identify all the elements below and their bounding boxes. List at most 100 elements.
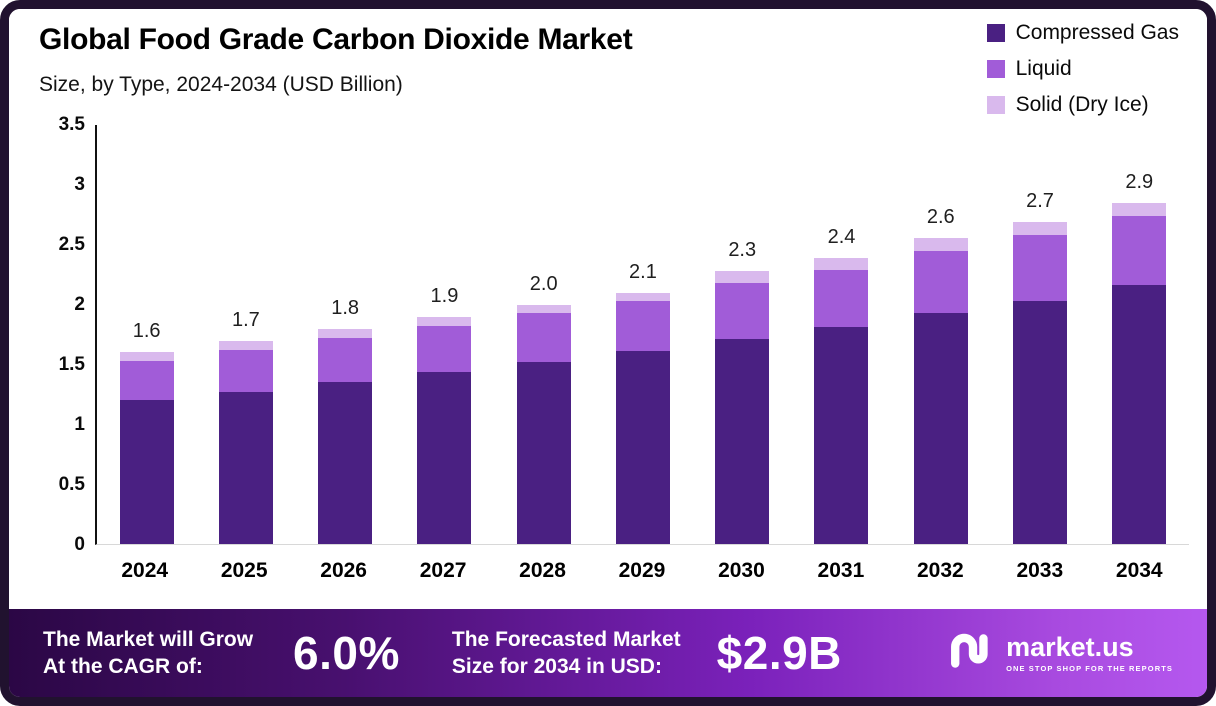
bar-segment-2031-solid-dry-ice [814,257,869,270]
chart-subtitle: Size, by Type, 2024-2034 (USD Billion) [39,73,403,96]
x-axis-label-2025: 2025 [220,559,268,582]
bar-segment-2030-liquid [715,283,770,340]
x-axis-label-2033: 2033 [1016,559,1064,582]
legend-item: Liquid [986,57,1179,81]
bar-segment-2027-liquid [417,326,472,372]
bar-total-label: 1.8 [331,296,360,319]
bar-segment-2025-liquid [218,350,273,392]
forecast-label: The Forecasted Market Size for 2034 in U… [452,626,681,681]
bar-segment-2024-compressed-gas [119,400,174,544]
bar-group-2027: 1.9 [395,125,494,544]
bar-segment-2024-solid-dry-ice [119,352,174,361]
bar-total-label: 2.4 [827,225,856,248]
bar-segment-2034-liquid [1112,216,1167,286]
bar-stack [516,304,571,544]
bar-segment-2030-solid-dry-ice [715,271,770,284]
bar-group-2034: 2.9 [1090,125,1189,544]
bar-segment-2031-liquid [814,269,869,328]
y-tick-label: 1 [74,414,85,435]
legend-swatch [986,24,1005,42]
forecast-label-line1: The Forecasted Market [451,627,681,651]
bar-segment-2033-solid-dry-ice [1013,222,1068,236]
forecast-label-line2: Size for 2034 in USD: [451,655,662,678]
bar-total-label: 2.0 [529,272,558,295]
bar-stack [119,352,174,544]
x-axis-label-2027: 2027 [419,559,467,582]
bar-segment-2028-solid-dry-ice [516,304,571,313]
bar-total-label: 2.1 [629,260,657,283]
bar-group-2025: 1.7 [196,125,295,544]
bar-segment-2026-liquid [318,338,373,383]
y-tick-label: 2.5 [58,234,85,255]
bar-segment-2027-solid-dry-ice [417,316,472,327]
page-title: Global Food Grade Carbon Dioxide Market [39,23,633,56]
cagr-label-line2: At the CAGR of: [43,655,203,678]
bar-group-2026: 1.8 [296,125,395,544]
x-axis-label-2028: 2028 [519,559,566,582]
bar-segment-2026-solid-dry-ice [318,328,373,339]
bar-stack [1013,222,1068,544]
bar-group-2030: 2.3 [693,125,792,544]
bar-segment-2031-compressed-gas [814,327,869,544]
bar-segment-2024-liquid [119,360,174,401]
bar-segment-2029-solid-dry-ice [615,292,670,301]
bar-stack [218,340,273,544]
y-tick-label: 3 [74,174,85,195]
bar-total-label: 1.6 [132,320,161,343]
bar-stack [1112,202,1167,544]
bar-segment-2025-solid-dry-ice [218,340,273,351]
chart-legend: Compressed Gas Liquid Solid (Dry Ice) [986,21,1179,117]
x-axis-label-2029: 2029 [618,559,666,582]
legend-item: Compressed Gas [986,21,1179,45]
x-axis-label-2030: 2030 [718,559,765,582]
bar-segment-2029-compressed-gas [615,351,670,544]
bar-segment-2029-liquid [615,301,670,352]
bar-stack [814,257,869,544]
bar-segment-2028-liquid [516,312,571,363]
bar-total-label: 1.7 [231,308,260,331]
bar-total-label: 2.9 [1125,170,1154,193]
forecast-value: $2.9B [716,627,842,679]
y-tick-label: 0.5 [58,474,85,495]
bar-stack [715,271,770,544]
chart-section: Global Food Grade Carbon Dioxide Market … [9,9,1207,609]
bottom-banner: The Market will Grow At the CAGR of: 6.0… [9,609,1207,697]
x-axis-label-2034: 2034 [1115,559,1163,582]
bar-total-label: 2.7 [1026,190,1054,212]
bar-segment-2033-liquid [1013,235,1068,301]
plot-area: 1.6 1.7 1.8 1.9 2.0 2.1 2.3 2.4 2.6 2.7 2.9 [95,125,1189,545]
y-tick-label: 0 [74,534,85,555]
bar-stack [913,237,968,544]
y-tick-label: 1.5 [58,354,85,375]
bar-group-2028: 2.0 [494,125,593,544]
bar-group-2032: 2.6 [891,125,990,544]
bars-container: 1.6 1.7 1.8 1.9 2.0 2.1 2.3 2.4 2.6 2.7 2.9 [97,125,1189,544]
y-tick-label: 2 [74,294,85,315]
bar-segment-2028-compressed-gas [516,362,571,544]
x-axis-label-2031: 2031 [817,559,865,582]
brand-text: market.us ONE STOP SHOP FOR THE REPORTS [1006,633,1173,672]
legend-item-label: Compressed Gas [1015,21,1179,44]
bar-segment-2034-compressed-gas [1112,285,1167,544]
bar-stack [417,316,472,544]
bar-segment-2033-compressed-gas [1013,300,1068,544]
x-axis-label-2032: 2032 [916,559,964,582]
bar-segment-2034-solid-dry-ice [1112,202,1167,216]
cagr-value: 6.0% [293,627,400,679]
bar-stack [615,292,670,544]
bar-segment-2030-compressed-gas [715,339,770,544]
bar-group-2033: 2.7 [990,125,1089,544]
bar-segment-2025-compressed-gas [218,391,273,544]
bar-total-label: 2.6 [926,205,955,228]
bar-segment-2027-compressed-gas [417,371,472,544]
x-axis-labels: 2024 2025 2026 2027 2028 2029 2030 2031 2032 2033… [95,545,1189,597]
y-tick-label: 3.5 [58,114,85,135]
bar-segment-2032-compressed-gas [913,312,968,544]
bar-group-2029: 2.1 [593,125,692,544]
bar-segment-2032-solid-dry-ice [913,237,968,251]
bar-group-2031: 2.4 [792,125,891,544]
stacked-bar-chart: 0 0.5 1 1.5 2 2.5 3 3.5 1.6 1.7 1.8 1.9 2.0 2.1 2.3 2.… [27,114,1189,597]
brand-name: market.us [1006,632,1134,663]
cagr-label: The Market will Grow At the CAGR of: [43,626,253,681]
